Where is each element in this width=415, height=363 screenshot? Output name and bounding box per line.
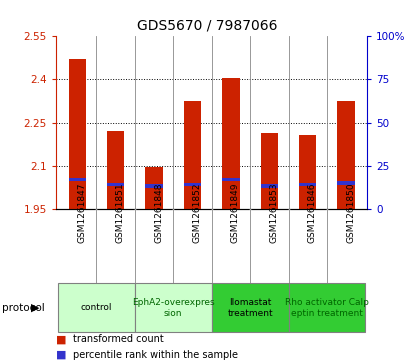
Text: percentile rank within the sample: percentile rank within the sample [73,350,238,360]
Text: GSM1261852: GSM1261852 [193,182,201,243]
Bar [299,135,316,209]
Text: GSM1261846: GSM1261846 [308,182,317,243]
Bar [145,167,163,209]
Bar [184,183,201,187]
Bar [337,181,355,185]
Bar [222,78,239,209]
Bar [107,131,124,209]
Text: Rho activator Calp
eptin treatment: Rho activator Calp eptin treatment [285,298,369,318]
Bar [145,184,163,188]
Text: protocol: protocol [2,303,45,313]
Text: GDS5670 / 7987066: GDS5670 / 7987066 [137,18,278,32]
Text: GSM1261847: GSM1261847 [77,182,86,243]
Bar [68,178,86,181]
Bar [222,178,239,181]
Text: ■: ■ [56,350,66,360]
Text: GSM1261853: GSM1261853 [269,182,278,243]
Bar [261,132,278,209]
Bar [68,59,86,209]
Bar [261,184,278,188]
Text: control: control [81,303,112,312]
Bar [212,283,288,332]
Text: GSM1261848: GSM1261848 [154,182,163,243]
Text: llomastat
treatment: llomastat treatment [227,298,273,318]
Text: GSM1261851: GSM1261851 [116,182,124,243]
Text: GSM1261850: GSM1261850 [346,182,355,243]
Text: ▶: ▶ [31,303,39,313]
Bar [135,283,212,332]
Text: EphA2-overexpres
sion: EphA2-overexpres sion [132,298,215,318]
Bar [184,101,201,209]
Text: transformed count: transformed count [73,334,164,344]
Text: GSM1261849: GSM1261849 [231,182,240,243]
Bar [288,283,365,332]
Bar [58,283,135,332]
Text: ■: ■ [56,334,66,344]
Bar [299,183,316,187]
Bar [107,183,124,187]
Bar [337,101,355,209]
